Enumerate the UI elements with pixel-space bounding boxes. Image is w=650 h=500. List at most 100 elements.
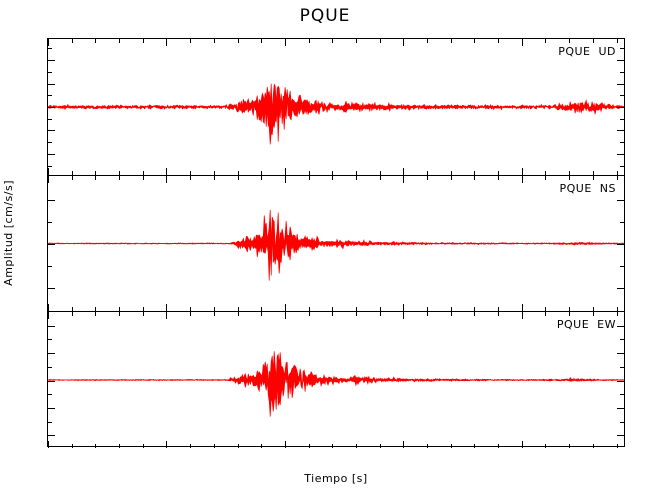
y-tick-minor: [48, 165, 52, 167]
y-tick-major-right: [617, 60, 624, 62]
x-tick-minor: [545, 171, 547, 175]
x-tick-minor: [379, 39, 381, 43]
x-tick-minor: [474, 444, 476, 448]
x-tick-minor: [95, 307, 97, 311]
x-tick-minor: [427, 444, 429, 448]
y-tick-minor: [48, 265, 52, 267]
x-tick-major: [284, 441, 286, 448]
y-tick-minor: [48, 394, 52, 396]
x-tick-major: [521, 441, 523, 448]
x-tick-major: [284, 304, 286, 311]
x-tick-minor: [95, 312, 97, 316]
x-tick-minor: [119, 307, 121, 311]
x-tick-minor: [427, 307, 429, 311]
x-tick-minor: [119, 444, 121, 448]
x-tick-minor: [616, 444, 618, 448]
x-tick-minor: [237, 171, 239, 175]
x-tick-minor: [237, 39, 239, 43]
x-tick-minor: [616, 171, 618, 175]
x-tick-minor: [569, 39, 571, 43]
panel-ud: PQUE UD 1.00.50.0-0.5-1.0: [48, 39, 624, 175]
x-tick-minor: [545, 444, 547, 448]
x-tick-minor: [213, 307, 215, 311]
x-tick-minor: [213, 444, 215, 448]
x-tick-minor: [592, 444, 594, 448]
x-tick-minor: [213, 176, 215, 180]
x-tick-minor: [498, 171, 500, 175]
x-tick-major: [403, 304, 405, 311]
y-tick-minor: [48, 366, 52, 368]
x-tick-minor: [237, 312, 239, 316]
x-tick-major: [166, 39, 168, 46]
x-tick-minor: [355, 444, 357, 448]
x-tick-minor: [142, 176, 144, 180]
y-tick-major-right: [617, 407, 624, 409]
x-tick-major: [166, 176, 168, 183]
y-tick-minor-right: [620, 394, 624, 396]
y-tick-minor-right: [620, 118, 624, 120]
x-tick-minor: [569, 307, 571, 311]
panel-ew: PQUE EW 210-1-2050100150200: [48, 311, 624, 448]
x-tick-minor: [332, 312, 334, 316]
y-tick-minor: [48, 421, 52, 423]
x-tick-minor: [498, 39, 500, 43]
x-tick-major: [48, 168, 49, 175]
x-tick-minor: [71, 176, 73, 180]
y-tick-major-right: [617, 83, 624, 85]
x-tick-minor: [332, 307, 334, 311]
x-tick-minor: [427, 176, 429, 180]
x-tick-minor: [379, 444, 381, 448]
x-tick-minor: [474, 171, 476, 175]
x-tick-minor: [355, 307, 357, 311]
x-tick-major: [166, 304, 168, 311]
x-tick-minor: [332, 444, 334, 448]
x-tick-minor: [308, 176, 310, 180]
x-tick-minor: [569, 176, 571, 180]
x-tick-minor: [450, 39, 452, 43]
y-tick-major-right: [617, 244, 624, 245]
x-tick-minor: [498, 307, 500, 311]
x-tick-minor: [237, 307, 239, 311]
x-tick-minor: [213, 171, 215, 175]
x-tick-minor: [355, 39, 357, 43]
x-tick-minor: [427, 312, 429, 316]
x-tick-minor: [71, 312, 73, 316]
y-axis-title: Amplitud [cm/s/s]: [2, 180, 15, 286]
y-tick-minor-right: [620, 222, 624, 224]
x-tick-minor: [545, 307, 547, 311]
x-tick-major: [521, 312, 523, 319]
x-tick-minor: [355, 176, 357, 180]
x-tick-minor: [213, 39, 215, 43]
y-tick-minor-right: [620, 165, 624, 167]
x-tick-minor: [308, 444, 310, 448]
x-tick-minor: [119, 171, 121, 175]
y-tick-major: [48, 153, 55, 155]
y-tick-minor-right: [620, 366, 624, 368]
x-tick-minor: [95, 171, 97, 175]
x-tick-minor: [592, 39, 594, 43]
y-tick-major: [48, 353, 55, 355]
x-tick-major: [521, 304, 523, 311]
x-tick-major: [166, 168, 168, 175]
x-tick-minor: [332, 39, 334, 43]
y-tick-major: [48, 407, 55, 409]
x-tick-minor: [450, 171, 452, 175]
x-tick-minor: [308, 171, 310, 175]
x-tick-minor: [142, 312, 144, 316]
x-tick-major: [403, 39, 405, 46]
x-tick-minor: [545, 176, 547, 180]
x-tick-minor: [237, 444, 239, 448]
x-tick-minor: [261, 171, 263, 175]
x-tick-minor: [71, 39, 73, 43]
x-tick-major: [521, 176, 523, 183]
y-tick-major: [48, 435, 55, 437]
x-tick-minor: [142, 171, 144, 175]
x-tick-minor: [332, 176, 334, 180]
x-tick-minor: [190, 307, 192, 311]
y-tick-minor: [48, 142, 52, 144]
x-tick-minor: [616, 312, 618, 316]
y-tick-minor-right: [620, 339, 624, 341]
x-tick-minor: [142, 307, 144, 311]
x-tick-minor: [450, 176, 452, 180]
